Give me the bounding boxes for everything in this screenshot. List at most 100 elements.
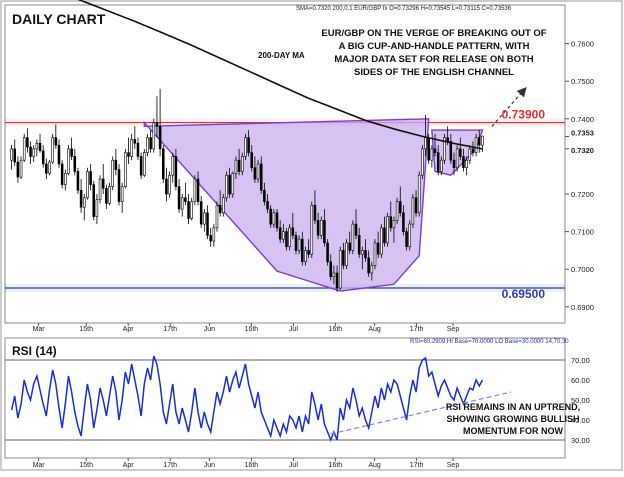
ma-label: 200-DAY MA [258,51,305,60]
rsi-line [10,355,484,443]
candle-body [307,250,310,255]
price-info-line: SMA=0.7320 200,0,1 EUR/GBP fx O=0.73296 … [296,6,512,12]
candle-body [54,137,58,146]
x-tick-label: Sep [447,462,460,469]
candle-body [474,137,478,153]
rsi-y-tick-label: 40.00 [571,416,590,425]
candle-body [342,250,345,266]
candle-body [263,189,266,202]
sma-200-line [77,0,483,150]
candle-body [155,122,159,127]
candle-body [288,227,291,247]
candle-body [449,141,453,161]
candle-body [168,174,171,195]
candle-body [234,159,238,174]
candle-body [149,137,152,150]
x-tick-label: 17th [163,462,177,469]
candle-body [146,137,149,153]
candle-body [297,238,301,251]
x-tick-label: Jul [289,326,298,333]
candle-body [45,163,48,174]
candle-body [165,178,168,195]
y-tick-label: 0.7000 [571,265,594,274]
x-tick-label: Aug [368,462,381,469]
rsi-y-tick-label: 30.00 [571,436,590,445]
candle-body [22,137,26,161]
candle-body [67,148,70,174]
candle-body [10,148,13,161]
candle-body [215,205,219,229]
candle-body [402,212,405,232]
candle-body [278,227,282,240]
rsi-annotation-line: SHOWING GROWING BULLISH [447,414,580,424]
candle-body [206,212,209,236]
candle-body [41,150,45,165]
y-tick-label: 0.7353 [571,128,594,137]
rsi-annotation-line: RSI REMAINS IN AN UPTREND, [446,402,580,412]
candle-body [209,235,212,242]
candle-body [64,173,67,185]
candle-body [98,178,102,200]
candle-body [152,122,156,150]
candle-body [285,231,288,247]
candle-body [351,223,355,251]
candle-body [184,197,187,202]
level-label: 0.73900 [502,108,546,122]
x-tick-label: Jun [204,462,215,469]
candle-body [462,156,465,169]
candle-body [398,201,402,214]
x-tick-label: 15th [79,462,93,469]
candle-body [310,205,314,255]
candle-body [275,212,279,229]
candle-body [26,137,29,148]
candle-body [459,148,462,157]
candle-body [446,137,449,142]
x-tick-label: Apr [123,462,135,469]
candle-body [282,231,285,240]
candle-body [323,220,326,244]
candle-body [199,201,203,225]
candle-body [417,174,421,214]
annotation-line: SIDES OF THE ENGLISH CHANNEL [354,67,514,78]
x-tick-label: 16th [245,326,259,333]
chart-title: DAILY CHART [12,11,106,27]
candle-body [427,137,430,161]
candle-body [19,159,23,178]
candle-body [319,220,323,236]
candle-body [455,148,459,169]
rsi-annotation-line: MOMENTUM FOR NOW [463,426,563,436]
candle-body [171,156,175,176]
breakout-arrow [491,87,527,127]
candle-body [237,159,241,172]
candle-body [120,186,124,202]
candle-body [231,173,235,195]
candle-body [29,146,32,157]
y-tick-label: 0.7100 [571,228,594,237]
candle-body [443,137,446,161]
candle-body [228,174,231,195]
x-tick-label: Aug [368,326,381,333]
candle-body [124,152,127,187]
candle-body [266,201,269,210]
candle-body [86,171,89,199]
x-tick-label: Jun [204,326,215,333]
y-tick-label: 0.7320 [571,146,594,155]
candle-body [92,184,96,217]
candle-body [240,156,244,172]
candle-body [38,142,42,152]
candle-body [411,197,415,225]
candle-body [386,216,389,244]
candle-body [465,159,468,169]
candle-body [222,197,225,214]
candle-body [256,163,260,180]
candle-body [354,223,358,236]
y-tick-label: 0.7400 [571,115,594,124]
candle-body [348,242,351,251]
candle-body [139,156,143,176]
candle-body [244,137,247,157]
candle-body [35,142,39,150]
x-tick-label: Apr [123,326,135,333]
candle-body [212,227,216,242]
annotation-line: A BIG CUP-AND-HANDLE PATTERN, WITH [339,41,530,52]
